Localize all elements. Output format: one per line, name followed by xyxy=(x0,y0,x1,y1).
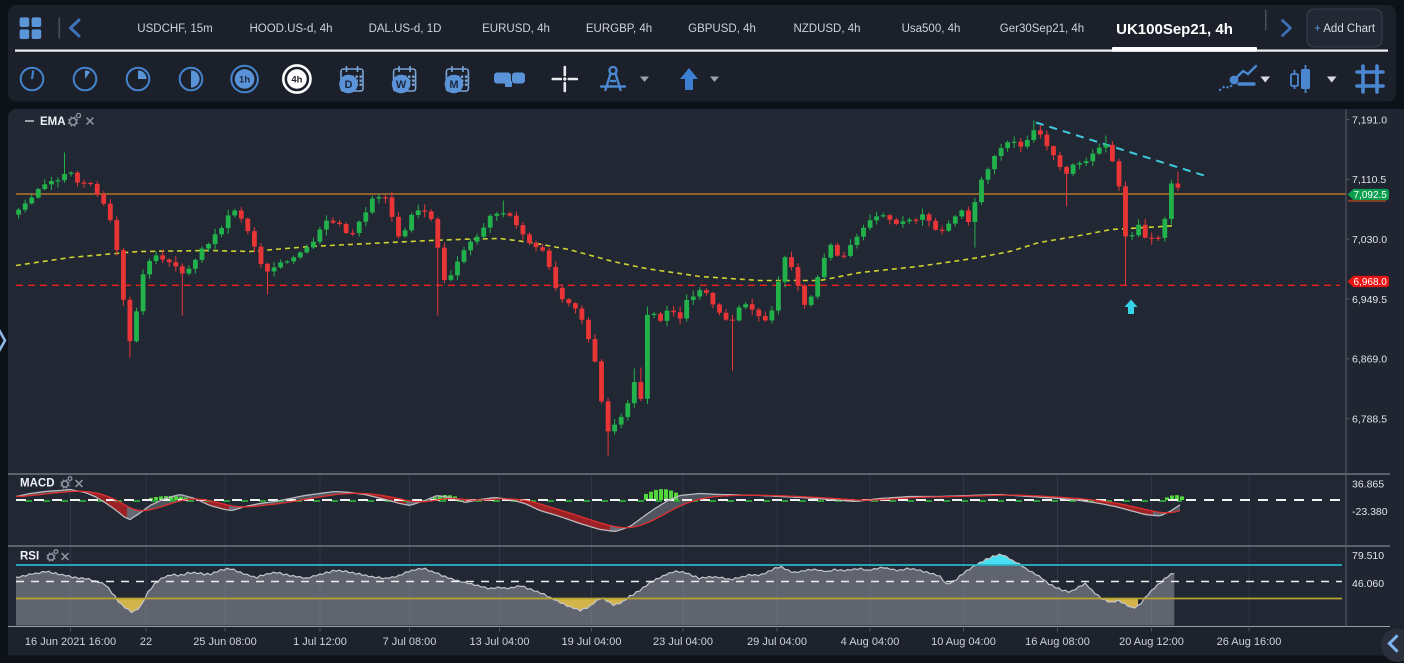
svg-text:23 Jul 04:00: 23 Jul 04:00 xyxy=(653,636,713,648)
svg-text:6,788.5: 6,788.5 xyxy=(1352,413,1387,425)
svg-text:+ Add Chart: + Add Chart xyxy=(1314,23,1376,35)
svg-text:79.510: 79.510 xyxy=(1352,549,1384,561)
svg-text:13 Jul 04:00: 13 Jul 04:00 xyxy=(470,636,530,648)
svg-text:16 Jun 2021 16:00: 16 Jun 2021 16:00 xyxy=(25,636,116,648)
svg-text:20 Aug 12:00: 20 Aug 12:00 xyxy=(1119,636,1184,648)
svg-text:Ger30Sep21, 4h: Ger30Sep21, 4h xyxy=(1000,23,1084,35)
svg-text:22: 22 xyxy=(140,636,152,648)
svg-text:10 Aug 04:00: 10 Aug 04:00 xyxy=(931,636,996,648)
svg-text:6,869.0: 6,869.0 xyxy=(1352,353,1387,365)
svg-text:7,191.0: 7,191.0 xyxy=(1352,114,1387,126)
svg-text:M: M xyxy=(449,79,458,91)
svg-text:Usa500, 4h: Usa500, 4h xyxy=(902,23,961,35)
svg-text:6,949.5: 6,949.5 xyxy=(1352,293,1387,305)
svg-text:7,092.5: 7,092.5 xyxy=(1354,190,1388,201)
svg-text:26 Aug 16:00: 26 Aug 16:00 xyxy=(1217,636,1282,648)
svg-text:6,968.0: 6,968.0 xyxy=(1354,277,1388,288)
svg-text:RSI: RSI xyxy=(20,550,39,562)
svg-text:29 Jul 04:00: 29 Jul 04:00 xyxy=(747,636,807,648)
svg-text:7 Jul 08:00: 7 Jul 08:00 xyxy=(383,636,437,648)
svg-text:D: D xyxy=(345,79,353,91)
svg-text:EMA: EMA xyxy=(40,116,66,128)
svg-text:USDCHF, 15m: USDCHF, 15m xyxy=(137,23,212,35)
svg-text:NZDUSD, 4h: NZDUSD, 4h xyxy=(793,23,860,35)
svg-text:-23.380: -23.380 xyxy=(1352,506,1388,518)
svg-text:1 Jul 12:00: 1 Jul 12:00 xyxy=(293,636,347,648)
svg-text:W: W xyxy=(396,79,407,91)
svg-text:UK100Sep21, 4h: UK100Sep21, 4h xyxy=(1116,21,1233,38)
svg-text:EURGBP, 4h: EURGBP, 4h xyxy=(586,23,652,35)
svg-text:7,110.5: 7,110.5 xyxy=(1352,174,1386,186)
svg-text:16 Aug 08:00: 16 Aug 08:00 xyxy=(1025,636,1090,648)
svg-text:36.865: 36.865 xyxy=(1352,478,1384,490)
svg-text:1h: 1h xyxy=(239,75,250,86)
svg-text:4 Aug 04:00: 4 Aug 04:00 xyxy=(841,636,900,648)
svg-text:19 Jul 04:00: 19 Jul 04:00 xyxy=(562,636,622,648)
svg-text:EURUSD, 4h: EURUSD, 4h xyxy=(482,23,550,35)
svg-text:4h: 4h xyxy=(291,75,302,86)
svg-text:DAL.US-d, 1D: DAL.US-d, 1D xyxy=(369,23,442,35)
svg-text:25 Jun 08:00: 25 Jun 08:00 xyxy=(193,636,257,648)
svg-text:7,030.0: 7,030.0 xyxy=(1352,234,1387,246)
svg-text:GBPUSD, 4h: GBPUSD, 4h xyxy=(688,23,756,35)
svg-text:HOOD.US-d, 4h: HOOD.US-d, 4h xyxy=(249,23,332,35)
svg-text:MACD: MACD xyxy=(20,477,55,489)
svg-text:46.060: 46.060 xyxy=(1352,577,1384,589)
